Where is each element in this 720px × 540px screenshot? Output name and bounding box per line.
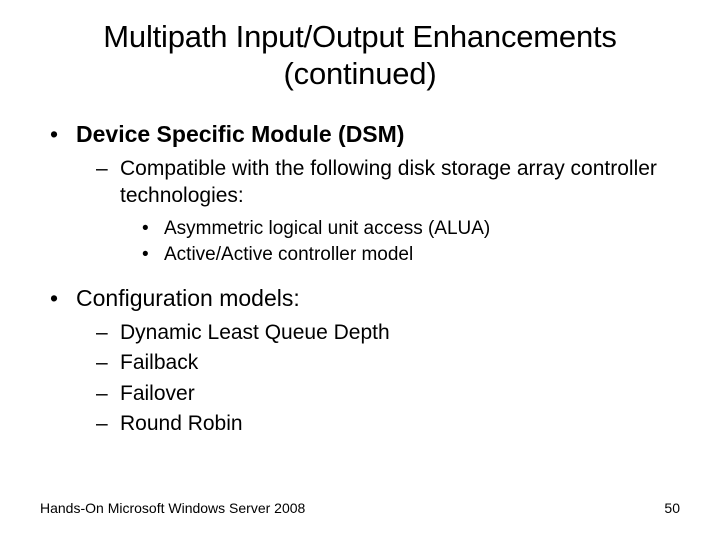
slide-footer: Hands-On Microsoft Windows Server 2008 5… [40, 500, 680, 516]
footer-text: Hands-On Microsoft Windows Server 2008 [40, 500, 305, 516]
bullet-level3: • Active/Active controller model [142, 243, 680, 268]
bullet-dash-icon: – [96, 350, 120, 376]
slide-container: Multipath Input/Output Enhancements (con… [0, 0, 720, 540]
bullet-text: Failover [120, 381, 680, 407]
bullet-dash-icon: – [96, 411, 120, 437]
title-line-1: Multipath Input/Output Enhancements [103, 19, 616, 54]
bullet-text: Failback [120, 350, 680, 376]
bullet-level2: – Dynamic Least Queue Depth [96, 320, 680, 346]
bullet-dot-icon: • [50, 284, 76, 314]
title-line-2: (continued) [284, 56, 437, 91]
bullet-level2: – Failback [96, 350, 680, 376]
bullet-dash-icon: – [96, 156, 120, 209]
bullet-text: Active/Active controller model [164, 243, 680, 268]
bullet-level1: • Configuration models: [50, 284, 680, 314]
slide-content: • Device Specific Module (DSM) – Compati… [40, 120, 680, 437]
bullet-level1: • Device Specific Module (DSM) [50, 120, 680, 150]
bullet-dash-icon: – [96, 381, 120, 407]
bullet-text: Configuration models: [76, 284, 680, 314]
slide-title: Multipath Input/Output Enhancements (con… [40, 18, 680, 92]
bullet-level2: – Round Robin [96, 411, 680, 437]
bullet-text: Dynamic Least Queue Depth [120, 320, 680, 346]
bullet-dot-icon: • [142, 217, 164, 242]
bullet-dash-icon: – [96, 320, 120, 346]
bullet-level2: – Compatible with the following disk sto… [96, 156, 680, 209]
bullet-text: Asymmetric logical unit access (ALUA) [164, 217, 680, 242]
bullet-level3: • Asymmetric logical unit access (ALUA) [142, 217, 680, 242]
bullet-text: Round Robin [120, 411, 680, 437]
bullet-text: Compatible with the following disk stora… [120, 156, 680, 209]
bullet-text: Device Specific Module (DSM) [76, 120, 680, 150]
bullet-level2: – Failover [96, 381, 680, 407]
bullet-dot-icon: • [50, 120, 76, 150]
bullet-dot-icon: • [142, 243, 164, 268]
page-number: 50 [664, 500, 680, 516]
